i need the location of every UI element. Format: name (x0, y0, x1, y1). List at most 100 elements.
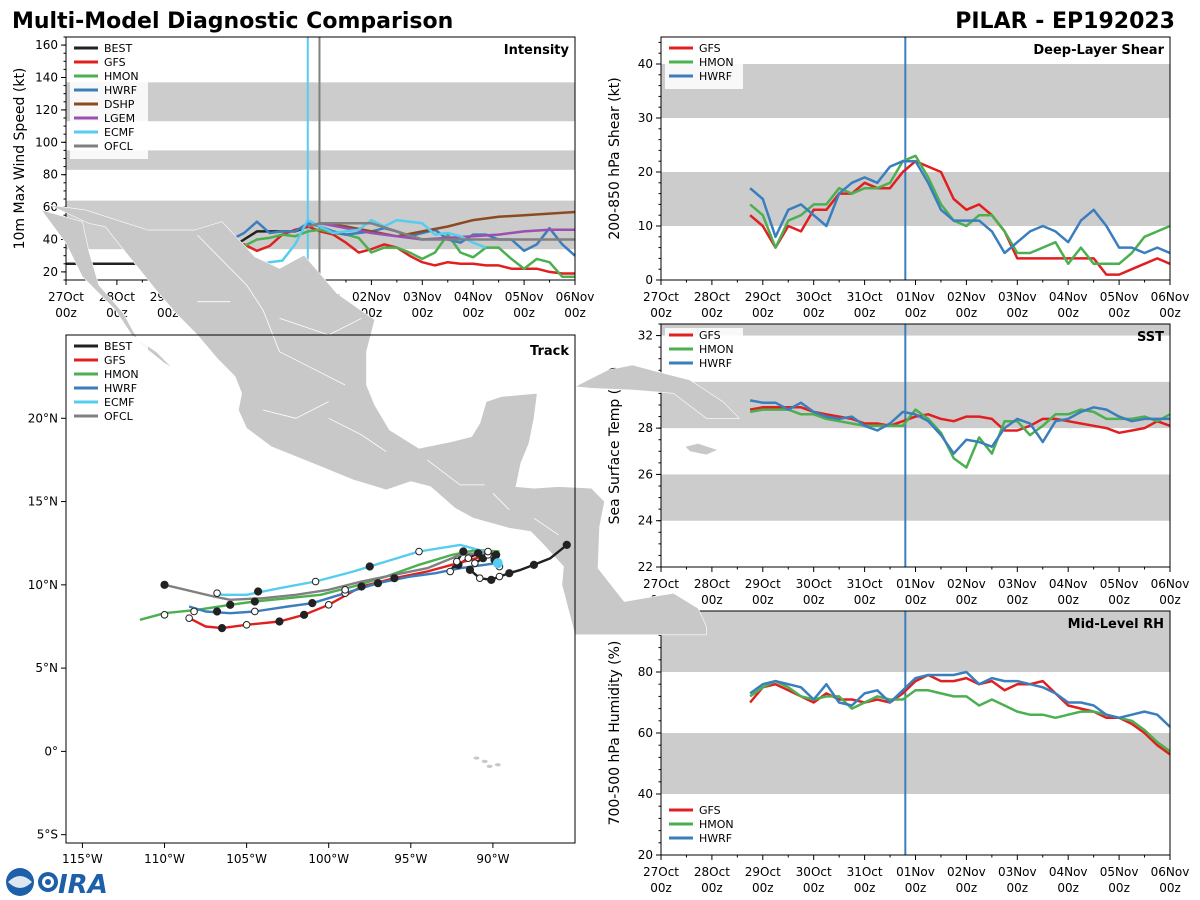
y-tick-label: 40 (638, 57, 653, 71)
island-marker (494, 763, 501, 767)
track-position-filled (505, 569, 514, 578)
x-tick-label: 00z (905, 593, 927, 607)
x-tick-label: 00z (1159, 881, 1181, 895)
state-border (426, 459, 485, 486)
x-tick-label: 05Nov (1100, 577, 1139, 591)
track-position-open (251, 607, 259, 616)
x-tick-label: 00z (956, 881, 978, 895)
y-tick-label: 80 (43, 168, 58, 182)
state-border (328, 417, 387, 452)
track-position-filled (254, 587, 263, 596)
x-tick-label: 00z (854, 593, 876, 607)
x-tick-label: 00z (564, 306, 586, 320)
current-position-marker (492, 558, 503, 569)
track-position-open (324, 601, 333, 609)
track-position-filled (160, 580, 169, 589)
cira-logo: IRA (6, 868, 108, 900)
x-tick-label: 04Nov (1049, 577, 1088, 591)
plot-area (661, 324, 1170, 567)
track-position-open (475, 574, 484, 582)
track-position-filled (357, 582, 366, 591)
series-line-hmon (749, 679, 1171, 753)
y-tick-label: 20 (638, 165, 653, 179)
track-position-open (464, 554, 473, 562)
x-tick-label: 00z (1108, 593, 1130, 607)
x-tick-label: 06Nov (1151, 577, 1190, 591)
x-tick-label: 00z (650, 881, 672, 895)
track-position-filled (390, 574, 399, 583)
series-line-gfs (749, 159, 1171, 276)
legend-label: GFS (699, 42, 721, 55)
x-tick-label: 02Nov (352, 290, 391, 304)
y-tick-label: 22 (638, 560, 653, 574)
legend-label: HWRF (104, 84, 137, 97)
legend-label: GFS (699, 329, 721, 342)
y-axis-label: 10m Max Wind Speed (kt) (12, 68, 28, 250)
x-tick-label: 05Nov (1100, 865, 1139, 879)
lat-tick-label: 20°N (28, 411, 58, 425)
panel-title: SST (1137, 330, 1164, 345)
legend-label: HMON (104, 368, 139, 381)
lat-tick-label: 5°N (35, 661, 58, 675)
series-line-hmon (749, 154, 1171, 266)
x-tick-label: 05Nov (1100, 290, 1139, 304)
y-tick-label: 120 (35, 103, 58, 117)
track-position-filled (529, 560, 539, 569)
x-tick-label: 04Nov (1049, 865, 1088, 879)
lon-tick-label: 110°W (144, 852, 185, 866)
legend-label: ECMF (104, 396, 134, 409)
y-tick-label: 40 (43, 233, 58, 247)
legend-label: OFCL (104, 410, 134, 423)
series-line-hwrf (749, 670, 1171, 728)
track-position-filled (459, 547, 468, 556)
intensity-panel: 2040608010012014016027Oct00z28Oct00z29Oc… (12, 36, 594, 320)
y-tick-label: 32 (638, 329, 653, 343)
lat-tick-label: 0° (44, 744, 58, 758)
series-line-hwrf (749, 159, 1171, 255)
legend-label: HWRF (699, 832, 732, 845)
legend-label: DSHP (104, 98, 135, 111)
y-tick-label: 28 (638, 421, 653, 435)
track-line-ofcl (164, 550, 494, 601)
track-position-filled (299, 610, 309, 619)
x-tick-label: 02Nov (947, 865, 986, 879)
track-position-open (452, 557, 461, 566)
track-position-open (190, 607, 198, 616)
x-tick-label: 00z (752, 593, 774, 607)
x-tick-label: 00z (854, 306, 876, 320)
legend-label: HMON (699, 343, 734, 356)
state-border (492, 492, 510, 511)
y-tick-label: 80 (638, 665, 653, 679)
lon-tick-label: 90°W (476, 852, 509, 866)
lat-tick-label: 10°N (28, 578, 58, 592)
x-tick-label: 04Nov (1049, 290, 1088, 304)
reference-band (661, 64, 1170, 118)
y-tick-label: 30 (638, 111, 653, 125)
x-tick-label: 31Oct (847, 577, 883, 591)
y-tick-label: 60 (638, 726, 653, 740)
legend-label: HWRF (104, 382, 137, 395)
x-tick-label: 31Oct (847, 865, 883, 879)
x-tick-label: 02Nov (947, 577, 986, 591)
x-tick-label: 27Oct (643, 290, 679, 304)
x-tick-label: 03Nov (998, 865, 1037, 879)
x-tick-label: 05Nov (505, 290, 544, 304)
track-position-open (495, 572, 504, 581)
y-tick-label: 20 (638, 848, 653, 862)
storm-title: PILAR - EP192023 (955, 9, 1175, 34)
y-tick-label: 40 (638, 787, 653, 801)
lat-tick-label: 15°N (28, 495, 58, 509)
state-border (262, 401, 329, 419)
x-tick-label: 02Nov (947, 290, 986, 304)
legend-label: GFS (104, 56, 126, 69)
track-position-open (484, 547, 492, 556)
x-tick-label: 00z (462, 306, 484, 320)
reference-band (661, 324, 1170, 336)
legend-label: HMON (699, 56, 734, 69)
panel-title: Mid-Level RH (1068, 617, 1164, 632)
x-tick-label: 00z (1159, 306, 1181, 320)
reference-band (661, 381, 1170, 429)
lon-tick-label: 100°W (308, 852, 349, 866)
x-tick-label: 29Oct (745, 865, 781, 879)
y-tick-label: 0 (645, 273, 653, 287)
